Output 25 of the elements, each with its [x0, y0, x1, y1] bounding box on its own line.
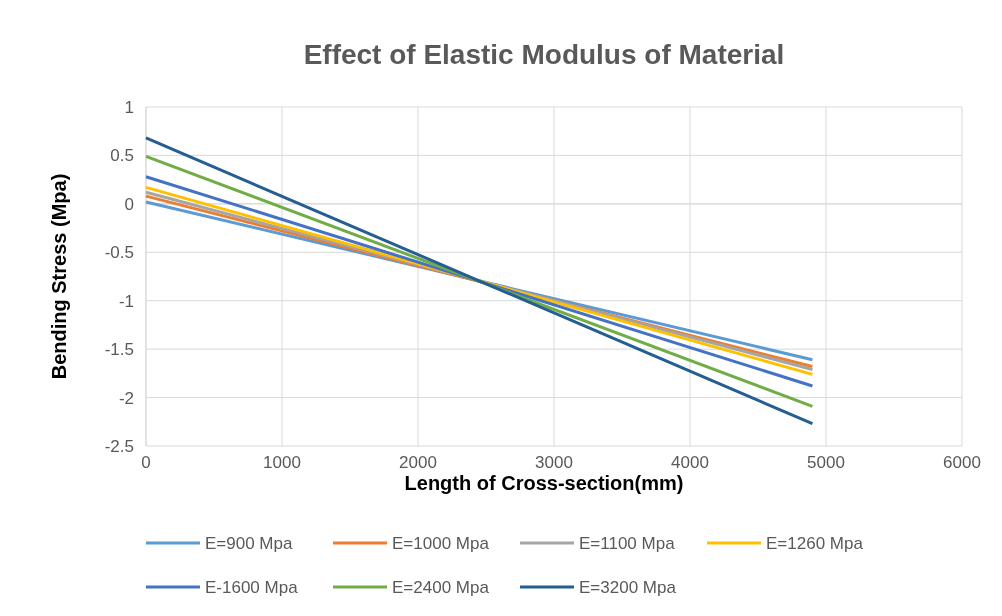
y-tick-label: 0: [124, 194, 134, 214]
legend-label: E=1000 Mpa: [392, 534, 490, 553]
y-tick-label: -0.5: [104, 243, 134, 263]
y-tick-label: -2: [118, 388, 134, 408]
legend-label: E=1100 Mpa: [579, 534, 676, 553]
legend-label: E=2400 Mpa: [392, 578, 490, 597]
legend-label: E=3200 Mpa: [579, 578, 677, 597]
y-axis-title: Bending Stress (Mpa): [48, 173, 70, 380]
chart-title: Effect of Elastic Modulus of Material: [303, 39, 785, 70]
x-tick-label: 3000: [535, 453, 573, 472]
x-tick-label: 2000: [399, 453, 437, 472]
y-tick-label: -2.5: [104, 437, 134, 456]
legend-label: E=1260 Mpa: [766, 534, 864, 553]
x-tick-label: 1000: [263, 453, 301, 472]
legend-label: E=900 Mpa: [205, 534, 293, 553]
y-tick-label: 1: [124, 98, 134, 117]
y-tick-label: -1.5: [104, 340, 134, 360]
x-axis-title: Length of Cross-section(mm): [404, 472, 684, 494]
y-tick-label: 0.5: [110, 146, 134, 166]
x-tick-label: 4000: [671, 453, 709, 472]
legend-label: E-1600 Mpa: [205, 578, 299, 597]
x-tick-label: 0: [141, 453, 151, 472]
y-tick-label: -1: [118, 291, 134, 311]
x-tick-label: 5000: [807, 453, 845, 472]
x-tick-label: 6000: [943, 453, 981, 472]
